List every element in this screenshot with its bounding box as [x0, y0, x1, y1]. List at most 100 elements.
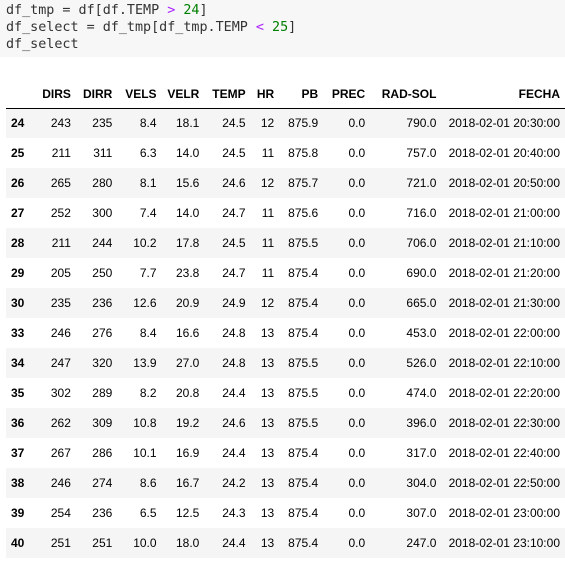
- table-cell: 875.8: [288, 146, 319, 160]
- table-cell: 0.0: [348, 386, 366, 400]
- table-cell: 12: [260, 176, 275, 190]
- table-cell: 11: [261, 236, 275, 250]
- table-cell: 18.0: [175, 536, 200, 550]
- table-cell: 307.0: [406, 506, 437, 520]
- row-index: 33: [11, 326, 25, 340]
- table-cell: 13: [260, 416, 275, 430]
- table-cell: 244: [92, 236, 113, 250]
- table-row: 35 302 289 8.2 20.8 24.4 13 875.5 0.0 474.0 2018-0…: [6, 378, 565, 408]
- table-cell: 875.6: [288, 206, 319, 220]
- table-cell: 7.4: [139, 206, 157, 220]
- table-cell: 396.0: [406, 416, 437, 430]
- column-header: VELR: [161, 80, 205, 109]
- table-cell: 211: [51, 236, 71, 250]
- table-cell: 286: [92, 446, 113, 460]
- table-cell: 11: [261, 206, 275, 220]
- table-cell: 2018-02-01 22:30:00: [448, 416, 560, 430]
- table-cell: 309: [92, 416, 113, 430]
- table-cell: 11: [261, 146, 275, 160]
- table-cell: 6.3: [139, 146, 157, 160]
- table-row: 24 243 235 8.4 18.1 24.5 12 875.9 0.0 790.0 2018-0…: [6, 108, 565, 138]
- table-cell: 11: [261, 266, 275, 280]
- table-cell: 211: [51, 146, 71, 160]
- table-cell: 453.0: [406, 326, 437, 340]
- code-line-3: df_select: [6, 37, 79, 52]
- table-cell: 875.5: [288, 236, 319, 250]
- table-cell: 875.4: [288, 266, 319, 280]
- row-index: 28: [11, 236, 25, 250]
- table-cell: 24.8: [222, 326, 246, 340]
- table-cell: 2018-02-01 22:20:00: [448, 386, 560, 400]
- code-space: [264, 20, 272, 35]
- table-cell: 24.4: [222, 446, 246, 460]
- table-cell: 280: [92, 176, 113, 190]
- table-cell: 24.4: [222, 536, 246, 550]
- table-cell: 14.0: [175, 206, 200, 220]
- column-header: PB: [279, 80, 324, 109]
- table-cell: 526.0: [406, 356, 437, 370]
- table-cell: 0.0: [348, 476, 366, 490]
- table-cell: 0.0: [348, 356, 366, 370]
- table-cell: 8.4: [139, 326, 157, 340]
- table-cell: 875.5: [288, 386, 319, 400]
- row-index: 37: [11, 446, 25, 460]
- table-cell: 2018-02-01 21:10:00: [448, 236, 560, 250]
- table-cell: 27.0: [175, 356, 200, 370]
- table-row: 38 246 274 8.6 16.7 24.2 13 875.4 0.0 304.0 2018-0…: [6, 468, 565, 498]
- table-cell: 19.2: [175, 416, 200, 430]
- table-cell: 0.0: [348, 176, 366, 190]
- table-cell: 317.0: [406, 446, 437, 460]
- table-cell: 0.0: [348, 416, 366, 430]
- code-text: ]: [199, 3, 208, 18]
- table-cell: 205: [50, 266, 71, 280]
- table-cell: 304.0: [406, 476, 437, 490]
- table-cell: 13: [260, 386, 275, 400]
- table-cell: 23.8: [175, 266, 200, 280]
- table-cell: 8.4: [139, 116, 157, 131]
- code-cell-input[interactable]: df_tmp = df[df.TEMP > 24] df_select = df…: [0, 0, 565, 57]
- table-cell: 2018-02-01 22:40:00: [448, 446, 560, 460]
- table-body: 24 243 235 8.4 18.1 24.5 12 875.9 0.0 790.0 2018-0…: [6, 108, 565, 558]
- table-cell: 20.8: [175, 386, 200, 400]
- table-row: 36 262 309 10.8 19.2 24.6 13 875.5 0.0 396.0 2018-…: [6, 408, 565, 438]
- table-cell: 13: [260, 506, 275, 520]
- table-cell: 716.0: [406, 206, 437, 220]
- code-operator: <: [255, 20, 264, 35]
- table-cell: 14.0: [175, 146, 200, 160]
- table-cell: 24.7: [222, 206, 246, 220]
- table-cell: 235: [50, 296, 71, 310]
- column-header: VELS: [117, 80, 162, 109]
- table-row: 28 211 244 10.2 17.8 24.5 11 875.5 0.0 706.0 2018-…: [6, 228, 565, 258]
- table-cell: 8.1: [139, 176, 157, 190]
- table-cell: 24.2: [222, 476, 246, 490]
- table-row: 33 246 276 8.4 16.6 24.8 13 875.4 0.0 453.0 2018-0…: [6, 318, 565, 348]
- table-cell: 12: [260, 296, 275, 310]
- column-header: DIRR: [75, 80, 118, 109]
- table-cell: 2018-02-01 21:30:00: [448, 296, 560, 310]
- table-row: 30 235 236 12.6 20.9 24.9 12 875.4 0.0 665.0 2018-…: [6, 288, 565, 318]
- table-cell: 24.5: [222, 116, 246, 131]
- table-cell: 16.7: [175, 476, 200, 490]
- table-cell: 2018-02-01 22:10:00: [448, 356, 560, 370]
- table-cell: 18.1: [175, 116, 200, 131]
- table-cell: 790.0: [406, 116, 437, 131]
- table-cell: 0.0: [348, 506, 366, 520]
- table-cell: 16.6: [175, 326, 200, 340]
- table-cell: 24.3: [222, 506, 246, 520]
- table-cell: 875.9: [288, 116, 319, 131]
- column-header: TEMP: [204, 80, 251, 109]
- row-index: 24: [11, 116, 25, 131]
- table-cell: 13: [260, 356, 275, 370]
- table-cell: 0.0: [348, 206, 366, 220]
- table-row: 40 251 251 10.0 18.0 24.4 13 875.4 0.0 247.0 2018-…: [6, 528, 565, 558]
- column-header: HR: [250, 80, 280, 109]
- table-row: 37 267 286 10.1 16.9 24.4 13 875.4 0.0 317.0 2018-…: [6, 438, 565, 468]
- table-cell: 0.0: [348, 326, 366, 340]
- table-cell: 250: [92, 266, 113, 280]
- table-cell: 706.0: [406, 236, 437, 250]
- table-cell: 252: [50, 206, 71, 220]
- table-cell: 17.8: [175, 236, 200, 250]
- table-cell: 721.0: [406, 176, 437, 190]
- table-cell: 320: [92, 356, 113, 370]
- table-cell: 13: [260, 476, 275, 490]
